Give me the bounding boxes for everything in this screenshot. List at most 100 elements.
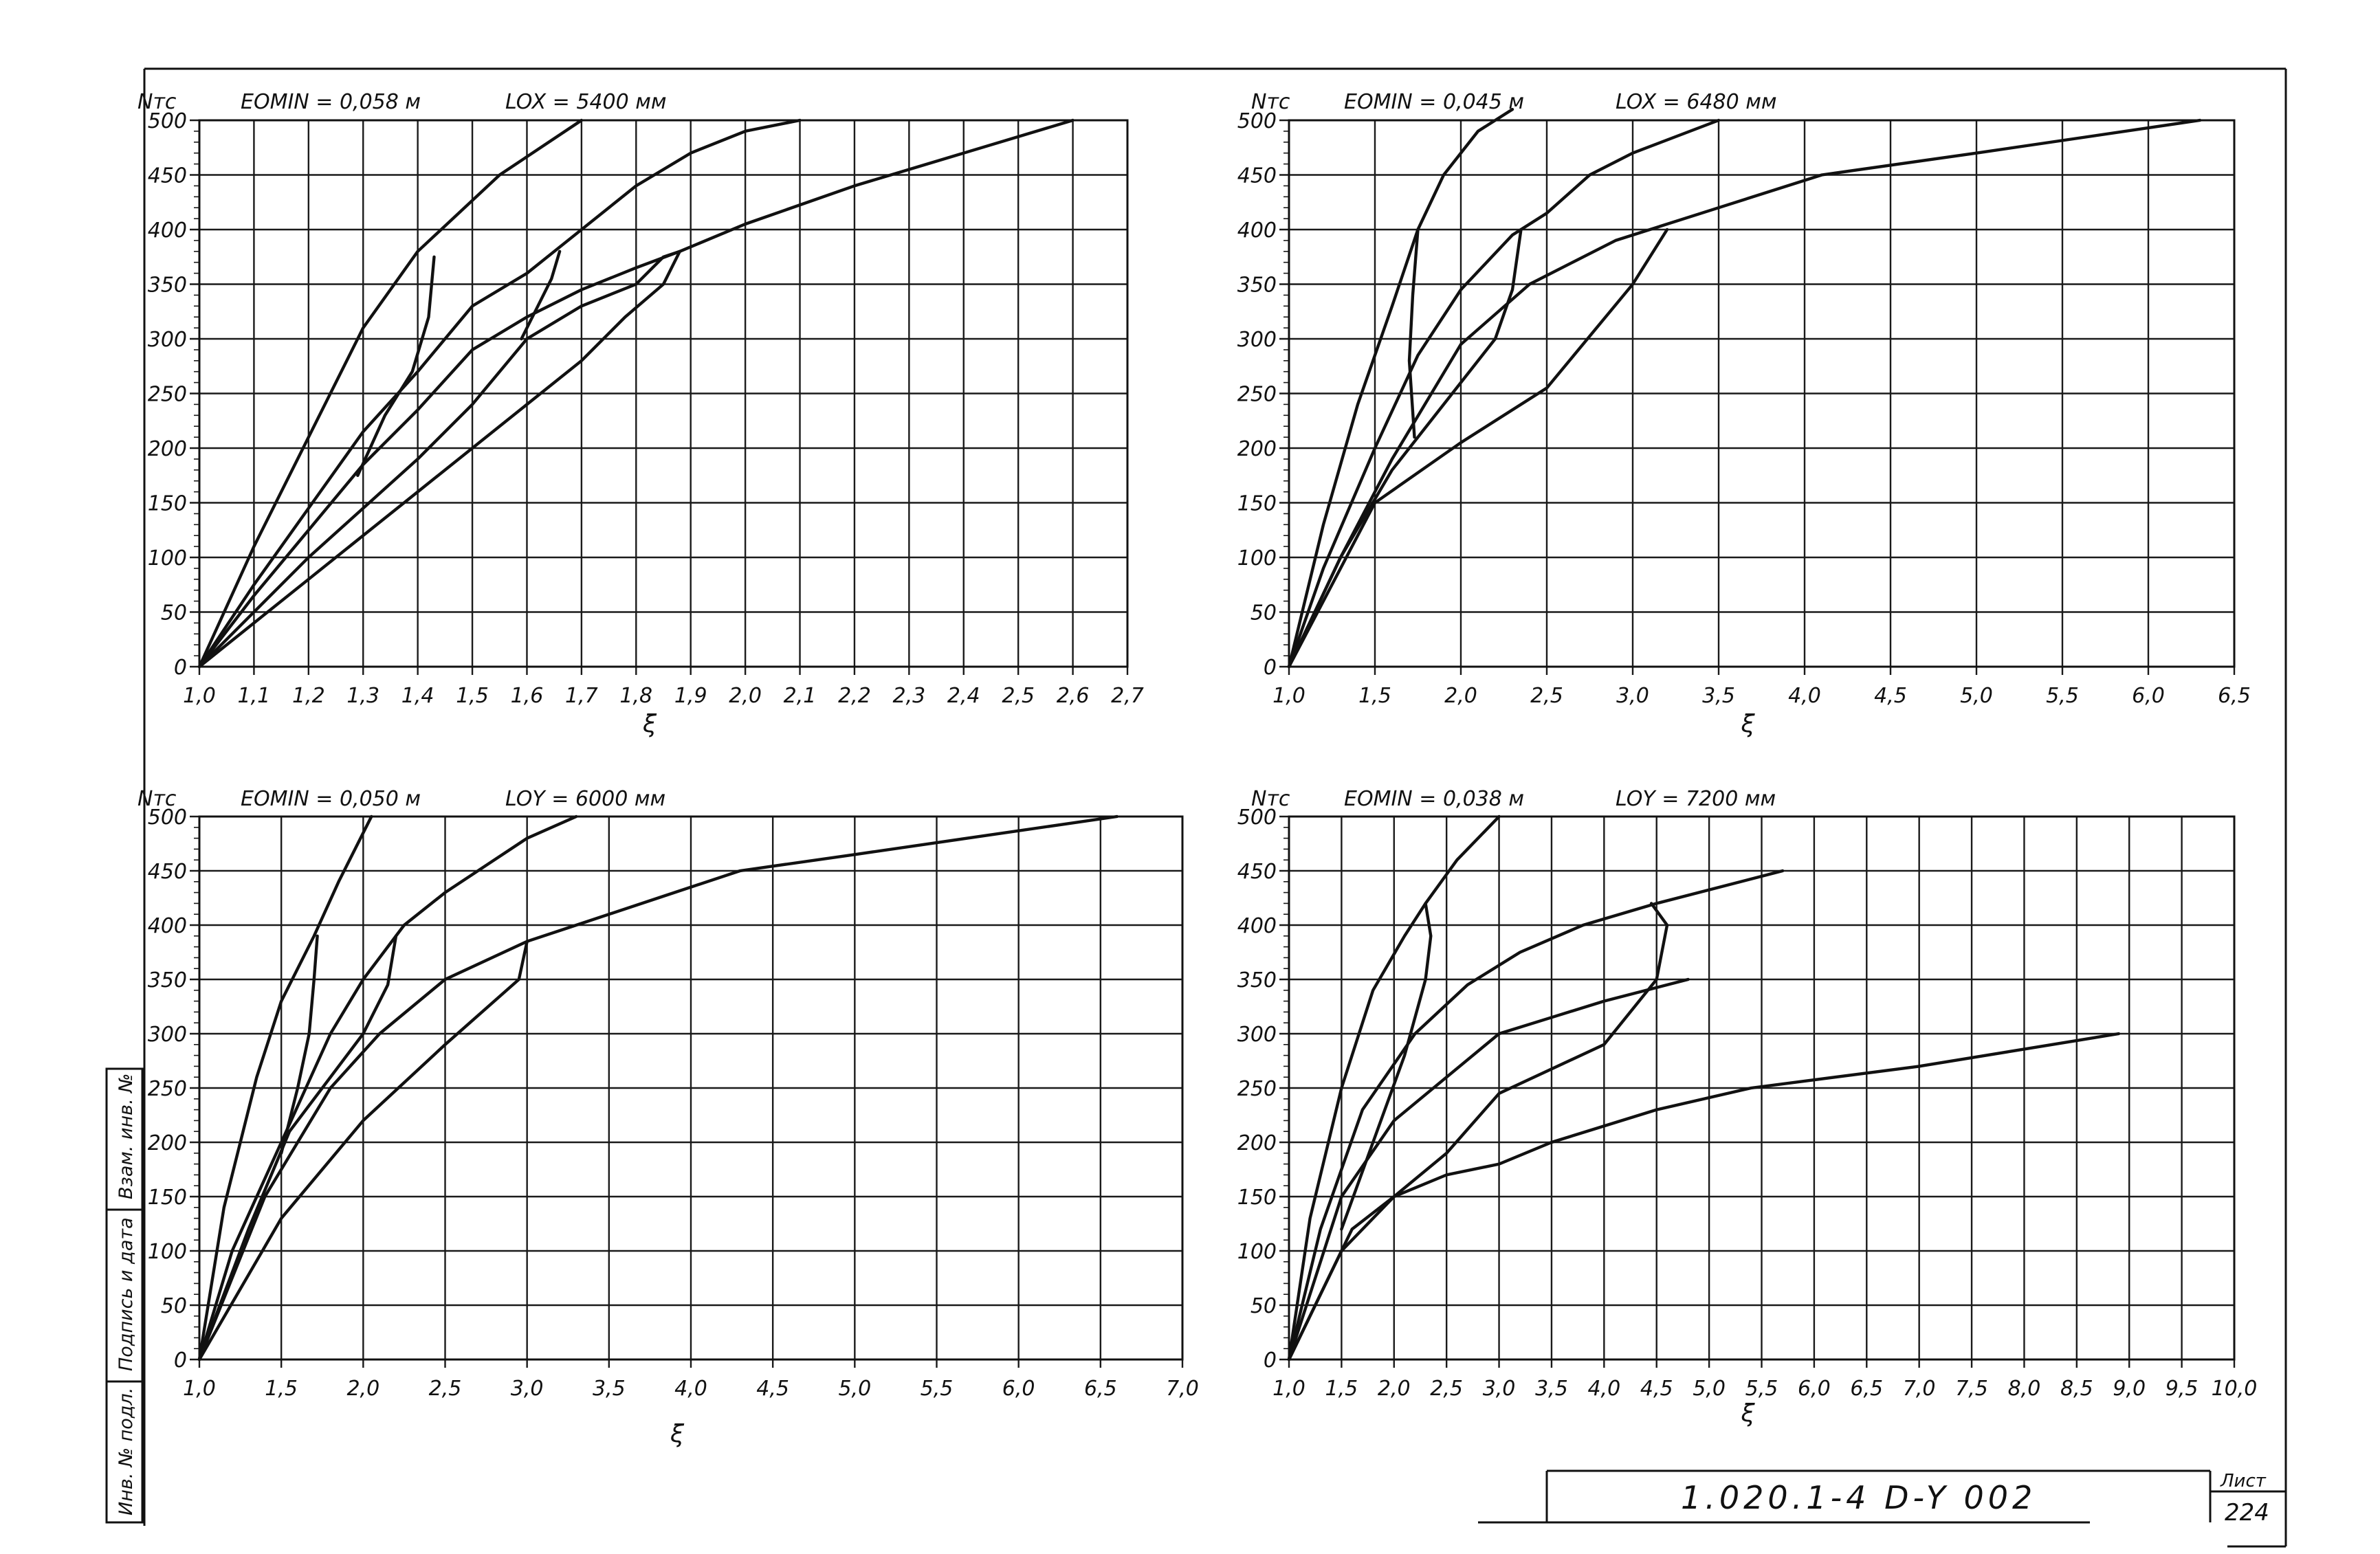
eccentricity-label: EOMIN = 0,050 м xyxy=(241,787,421,811)
x-tick-label: 7,0 xyxy=(1166,1377,1199,1401)
y-tick-label: 50 xyxy=(1250,1294,1277,1318)
y-tick-label: 200 xyxy=(1237,437,1277,461)
y-tick-label: 300 xyxy=(148,328,187,352)
series-line-3 xyxy=(1287,118,2202,669)
x-tick-label: 2,0 xyxy=(1378,1377,1411,1401)
y-tick-label: 50 xyxy=(161,1294,187,1318)
side-stamp: Взам. инв. № Подпись и дата Инв. № подл. xyxy=(105,1067,144,1524)
x-tick-label: 4,0 xyxy=(1587,1377,1620,1401)
x-axis-title: ξ xyxy=(670,1420,685,1448)
plot-area-border xyxy=(198,119,1129,668)
y-tick-label: 250 xyxy=(148,383,187,407)
x-tick-label: 4,0 xyxy=(674,1377,707,1401)
y-tick-label: 200 xyxy=(1237,1131,1277,1155)
y-tick-label: 300 xyxy=(1237,328,1277,352)
x-tick-label: 6,5 xyxy=(1850,1377,1883,1401)
x-tick-label: 1,5 xyxy=(456,684,489,708)
x-tick-label: 5,0 xyxy=(1960,684,1993,708)
series-line-5 xyxy=(197,934,398,1362)
y-tick-label: 500 xyxy=(1237,806,1277,830)
y-tick-label: 450 xyxy=(1237,860,1277,884)
x-tick-label: 6,5 xyxy=(2218,684,2251,708)
length-label: LOX = 5400 мм xyxy=(505,90,667,114)
y-axis-title: Nтс xyxy=(137,787,177,811)
x-axis-title: ξ xyxy=(642,710,657,738)
y-tick-label: 50 xyxy=(161,601,187,625)
x-tick-label: 1,7 xyxy=(565,684,598,708)
y-tick-label: 300 xyxy=(1237,1023,1277,1047)
title-block: 1.020.1-4 D-Y 002 Лист 224 xyxy=(1478,1469,2286,1548)
y-tick-label: 0 xyxy=(174,1348,187,1373)
chart-panel-lox-5400: 0 50 100 150 200 250 300 350 400 450 500 1,0 1,1 1,2 1… xyxy=(137,90,1144,738)
y-tick-label: 300 xyxy=(148,1023,187,1047)
y-tick-label: 250 xyxy=(1237,1077,1277,1101)
x-tick-label: 1,0 xyxy=(183,684,216,708)
x-axis-title: ξ xyxy=(1740,1399,1755,1428)
x-tick-label: 2,1 xyxy=(784,684,817,708)
series-line-3 xyxy=(1287,977,1690,1362)
x-tick-label: 1,0 xyxy=(1272,1377,1305,1401)
chart-panel-loy-7200: 0 50 100 150 200 250 300 350 400 450 500 1,0 1,5 2,0 2… xyxy=(1237,787,2258,1428)
x-tick-label: 1,3 xyxy=(346,684,379,708)
sheet-label: Лист xyxy=(2220,1471,2267,1491)
x-tick-label: 7,0 xyxy=(1903,1377,1936,1401)
x-tick-label: 2,6 xyxy=(1057,684,1090,708)
series-line-2 xyxy=(197,118,802,669)
x-tick-label: 2,3 xyxy=(892,684,925,708)
x-tick-label: 2,5 xyxy=(1430,1377,1463,1401)
x-tick-label: 3,0 xyxy=(1616,684,1649,708)
x-tick-label: 5,5 xyxy=(2046,684,2079,708)
series-line-4 xyxy=(1287,227,1669,669)
y-tick-label: 100 xyxy=(1237,546,1277,570)
document-code: 1.020.1-4 D-Y 002 xyxy=(1681,1479,2036,1516)
y-tick-label: 250 xyxy=(148,1077,187,1101)
y-tick-label: 450 xyxy=(1237,164,1277,188)
eccentricity-label: EOMIN = 0,045 м xyxy=(1344,90,1524,114)
y-tick-label: 0 xyxy=(1264,1348,1277,1373)
y-tick-label: 0 xyxy=(174,656,187,680)
side-stamp-signature-date: Подпись и дата xyxy=(115,1217,137,1371)
x-tick-label: 4,5 xyxy=(1874,684,1907,708)
y-axis-title: Nтс xyxy=(1251,787,1290,811)
y-tick-label: 150 xyxy=(148,492,187,516)
plot-area-border xyxy=(1288,815,2236,1361)
sheet-number: 224 xyxy=(2225,1499,2269,1527)
y-tick-label: 400 xyxy=(1237,219,1277,243)
series-line-3 xyxy=(197,118,1075,669)
y-tick-label: 400 xyxy=(148,914,187,938)
x-tick-label: 1,1 xyxy=(238,684,271,708)
y-tick-label: 350 xyxy=(148,274,187,298)
x-tick-label: 5,0 xyxy=(1693,1377,1726,1401)
y-tick-label: 200 xyxy=(148,1131,187,1155)
x-tick-label: 1,6 xyxy=(511,684,544,708)
series-line-4 xyxy=(197,249,681,669)
x-tick-label: 2,5 xyxy=(1002,684,1035,708)
x-tick-label: 1,5 xyxy=(1325,1377,1358,1401)
y-tick-label: 0 xyxy=(1264,656,1277,680)
eccentricity-label: EOMIN = 0,038 м xyxy=(1344,787,1524,811)
side-stamp-replaced-inv: Взам. инв. № xyxy=(115,1074,137,1199)
x-tick-label: 4,5 xyxy=(1640,1377,1673,1401)
x-tick-label: 6,0 xyxy=(1002,1377,1035,1401)
y-tick-label: 500 xyxy=(148,806,187,830)
y-tick-label: 450 xyxy=(148,860,187,884)
x-tick-label: 2,5 xyxy=(1530,684,1563,708)
x-tick-label: 1,9 xyxy=(674,684,707,708)
series-line-1 xyxy=(1287,814,1501,1362)
x-tick-label: 2,0 xyxy=(346,1377,379,1401)
eccentricity-label: EOMIN = 0,058 м xyxy=(241,90,421,114)
series-line-4 xyxy=(1287,902,1669,1362)
x-tick-label: 2,5 xyxy=(429,1377,462,1401)
x-tick-label: 6,5 xyxy=(1084,1377,1117,1401)
x-tick-label: 4,0 xyxy=(1788,684,1821,708)
x-tick-label: 3,0 xyxy=(1483,1377,1516,1401)
x-tick-label: 9,5 xyxy=(2166,1377,2199,1401)
series-line-2 xyxy=(1287,118,1721,669)
x-tick-label: 2,7 xyxy=(1111,684,1144,708)
x-axis-title: ξ xyxy=(1740,710,1755,738)
x-tick-label: 1,0 xyxy=(183,1377,216,1401)
x-tick-label: 1,5 xyxy=(265,1377,298,1401)
series-line-5 xyxy=(197,249,681,669)
y-axis-title: Nтс xyxy=(137,90,177,114)
x-tick-label: 1,2 xyxy=(292,684,325,708)
